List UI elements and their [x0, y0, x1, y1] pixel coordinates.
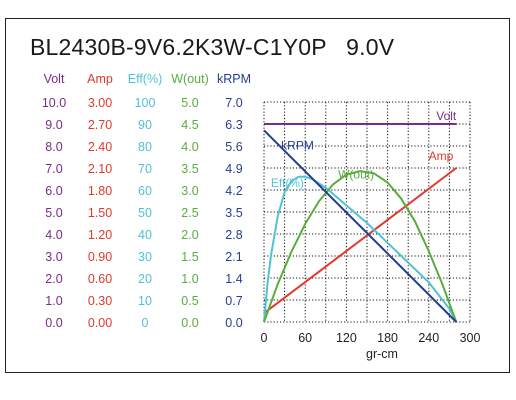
- column-header-amp: Amp: [87, 72, 113, 86]
- tick-label-w: 2.5: [181, 206, 199, 220]
- tick-label-amp: 0.30: [87, 294, 113, 308]
- tick-label-w: 5.0: [181, 96, 199, 110]
- tick-label-volt: 9.0: [45, 118, 63, 132]
- x-tick-label: 240: [418, 331, 439, 345]
- tick-label-volt: 2.0: [45, 272, 63, 286]
- column-eff: 100 90 80 70 60 50 40 30 20 10 0: [119, 96, 171, 338]
- tick-label-volt: 4.0: [45, 228, 63, 242]
- x-tick-label: 300: [460, 331, 481, 345]
- tick-label-amp: 2.40: [87, 140, 113, 154]
- tick-label-volt: 0.0: [45, 316, 63, 330]
- tick-label-w: 3.0: [181, 184, 199, 198]
- x-tick-label: 120: [336, 331, 357, 345]
- tick-label-krpm: 6.3: [225, 118, 243, 132]
- column-volt: 10.0 9.0 8.0 7.0 6.0 5.0 4.0 3.0 2.0 1.0 0.0: [28, 96, 80, 338]
- tick-label-w: 1.0: [181, 272, 199, 286]
- x-tick-label: 60: [298, 331, 312, 345]
- tick-label-eff: 80: [138, 140, 152, 154]
- tick-label-w: 4.5: [181, 118, 199, 132]
- tick-label-krpm: 5.6: [225, 140, 243, 154]
- tick-label-krpm: 0.0: [225, 316, 243, 330]
- tick-label-amp: 1.80: [87, 184, 113, 198]
- tick-label-volt: 5.0: [45, 206, 63, 220]
- tick-label-w: 1.5: [181, 250, 199, 264]
- series-label-eff: Eff(%): [271, 176, 304, 190]
- tick-label-amp: 0.60: [87, 272, 113, 286]
- x-tick-label: 180: [377, 331, 398, 345]
- tick-label-volt: 7.0: [45, 162, 63, 176]
- tick-label-volt: 10.0: [41, 96, 67, 110]
- tick-label-eff: 70: [138, 162, 152, 176]
- x-tick-label: 0: [261, 331, 268, 345]
- tick-label-eff: 20: [138, 272, 152, 286]
- tick-label-krpm: 2.1: [225, 250, 243, 264]
- tick-label-w: 2.0: [181, 228, 199, 242]
- series-line-amp: [263, 167, 457, 314]
- tick-label-eff: 90: [138, 118, 152, 132]
- tick-label-w: 3.5: [181, 162, 199, 176]
- column-header-eff: Eff(%): [127, 72, 163, 86]
- tick-label-amp: 0.90: [87, 250, 113, 264]
- tick-label-volt: 8.0: [45, 140, 63, 154]
- tick-label-krpm: 7.0: [225, 96, 243, 110]
- tick-label-krpm: 4.2: [225, 184, 243, 198]
- tick-label-w: 0.0: [181, 316, 199, 330]
- tick-label-krpm: 1.4: [225, 272, 243, 286]
- tick-label-krpm: 4.9: [225, 162, 243, 176]
- tick-label-amp: 2.10: [87, 162, 113, 176]
- tick-label-krpm: 0.7: [225, 294, 243, 308]
- series-label-krpm: kRPM: [281, 139, 314, 153]
- chart-frame: [5, 18, 510, 373]
- tick-label-amp: 3.00: [87, 96, 113, 110]
- tick-label-eff: 50: [138, 206, 152, 220]
- series-label-w: W(out): [338, 168, 374, 182]
- series-label-amp: Amp: [429, 149, 454, 163]
- series-label-volt: Volt: [436, 109, 457, 123]
- tick-label-w: 0.5: [181, 294, 199, 308]
- tick-label-volt: 1.0: [45, 294, 63, 308]
- tick-label-eff: 40: [138, 228, 152, 242]
- tick-label-eff: 60: [138, 184, 152, 198]
- tick-label-amp: 0.00: [87, 316, 113, 330]
- column-header-volt: Volt: [43, 72, 65, 86]
- tick-label-eff: 0: [141, 316, 149, 330]
- column-header-krpm: kRPM: [216, 72, 252, 86]
- tick-label-eff: 10: [138, 294, 152, 308]
- tick-label-krpm: 3.5: [225, 206, 243, 220]
- series-line-krpm: [263, 129, 458, 323]
- tick-label-amp: 1.50: [87, 206, 113, 220]
- column-krpm: 7.0 6.3 5.6 4.9 4.2 3.5 2.8 2.1 1.4 0.7 0.0: [208, 96, 260, 338]
- tick-label-eff: 30: [138, 250, 152, 264]
- tick-label-eff: 100: [134, 96, 156, 110]
- tick-label-volt: 3.0: [45, 250, 63, 264]
- tick-label-amp: 1.20: [87, 228, 113, 242]
- column-amp: 3.00 2.70 2.40 2.10 1.80 1.50 1.20 0.90 0.60 0.30…: [74, 96, 126, 338]
- series-line-w: [263, 170, 458, 323]
- column-w: 5.0 4.5 4.0 3.5 3.0 2.5 2.0 1.5 1.0 0.5 0.0: [164, 96, 216, 338]
- tick-label-amp: 2.70: [87, 118, 113, 132]
- chart-title: BL2430B-9V6.2K3W-C1Y0P 9.0V: [30, 34, 395, 60]
- tick-label-krpm: 2.8: [225, 228, 243, 242]
- tick-label-volt: 6.0: [45, 184, 63, 198]
- x-axis-label: gr-cm: [366, 347, 398, 361]
- tick-label-w: 4.0: [181, 140, 199, 154]
- column-header-w: W(out): [171, 72, 209, 86]
